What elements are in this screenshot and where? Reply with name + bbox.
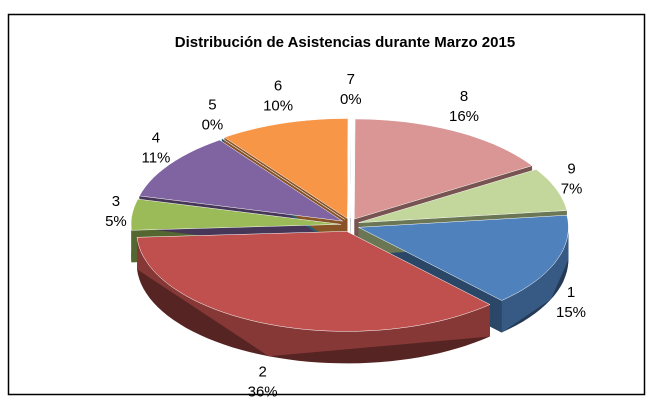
- data-label-value: 10%: [263, 97, 293, 114]
- data-label-category: 6: [274, 77, 282, 94]
- data-label-category: 7: [347, 71, 355, 88]
- data-label-value: 36%: [248, 383, 278, 400]
- data-label-value: 7%: [561, 181, 583, 198]
- data-label-value: 0%: [340, 91, 362, 108]
- data-label-value: 16%: [449, 108, 479, 125]
- data-label-category: 5: [208, 96, 216, 113]
- data-label-category: 2: [258, 363, 266, 380]
- slice: [221, 138, 345, 220]
- data-label-category: 1: [567, 284, 575, 301]
- data-label-category: 3: [112, 193, 120, 210]
- data-label-category: 9: [567, 161, 575, 178]
- slice: [130, 198, 342, 231]
- slice-wall: [137, 237, 490, 357]
- slice: [357, 214, 569, 301]
- pie-tops: [130, 118, 569, 357]
- data-label-value: 11%: [141, 150, 170, 167]
- slice: [358, 169, 568, 223]
- data-label-category: 4: [152, 130, 160, 147]
- data-label-category: 8: [460, 88, 468, 105]
- data-label-value: 0%: [202, 116, 224, 133]
- slice: [223, 118, 349, 219]
- slice: [354, 118, 533, 220]
- data-label-value: 15%: [556, 304, 586, 321]
- slice-wall: [501, 227, 569, 333]
- slice: [349, 118, 352, 219]
- chart-title: Distribución de Asistencias durante Marz…: [175, 34, 515, 51]
- slice: [138, 139, 343, 222]
- slice: [136, 231, 491, 332]
- data-label-value: 5%: [105, 213, 127, 230]
